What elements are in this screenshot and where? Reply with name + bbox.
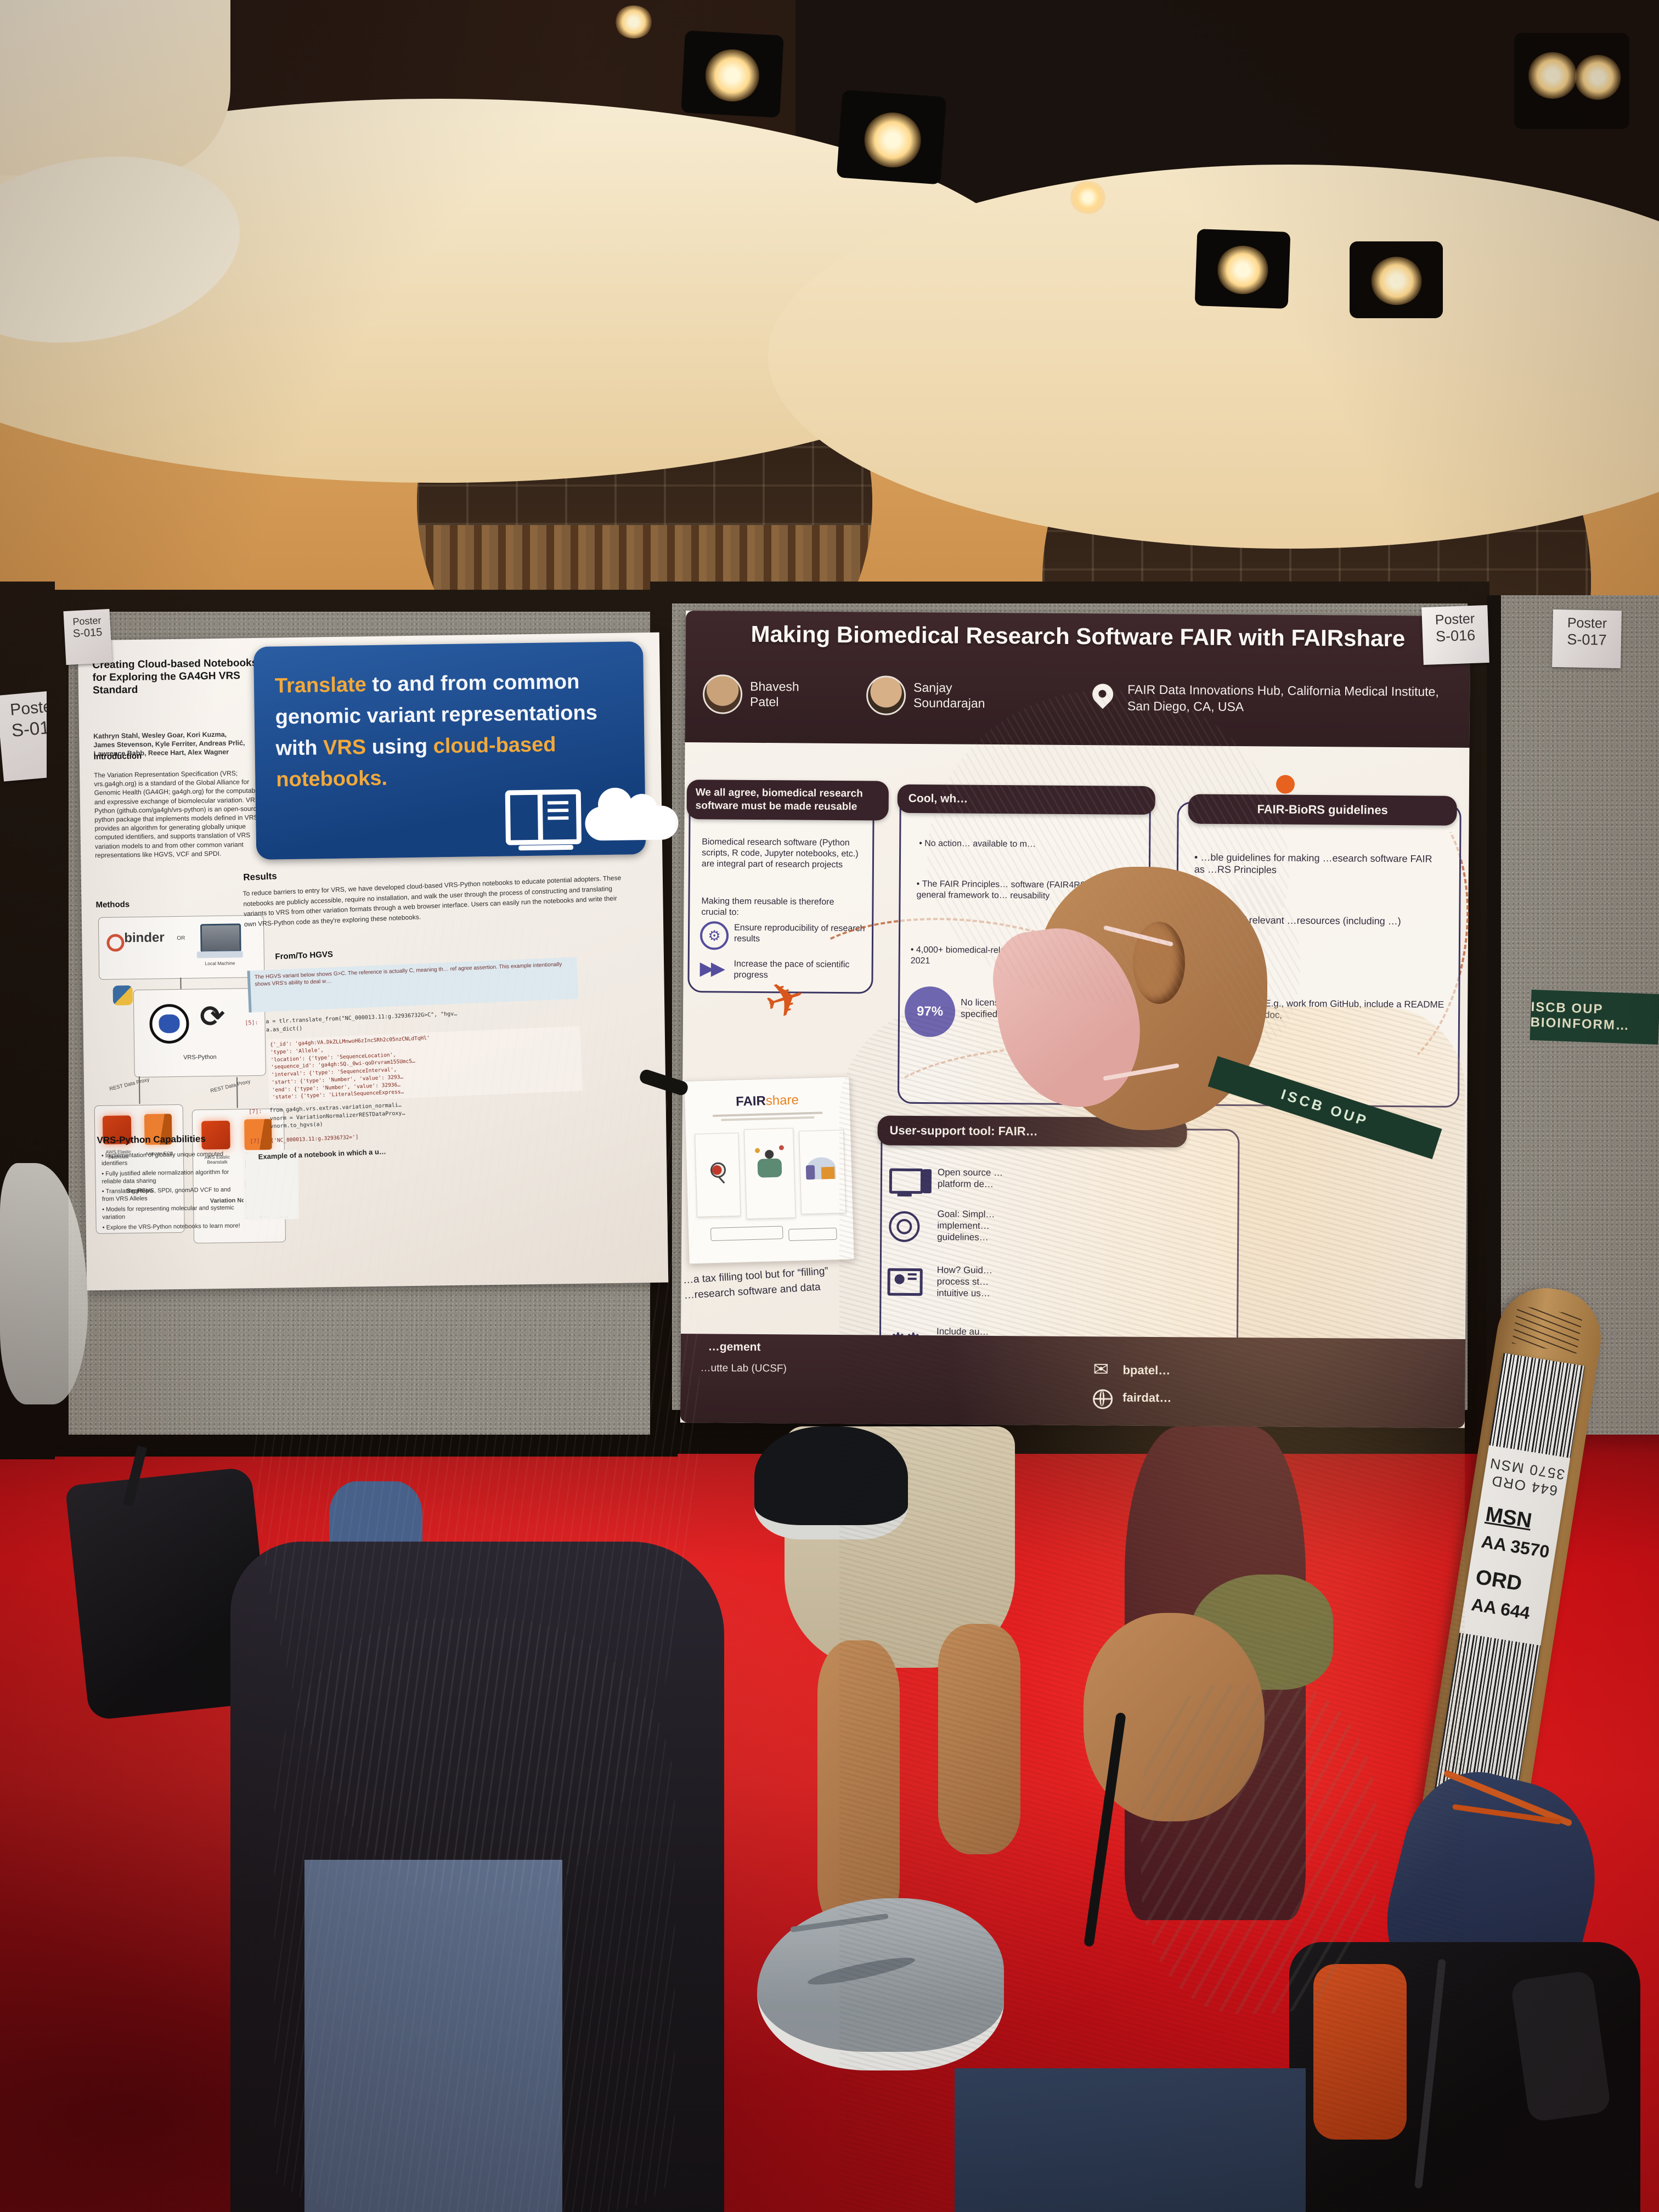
- downlight: [1070, 181, 1106, 214]
- cream-soffit-right: [768, 165, 1659, 549]
- ceiling-light-fixture: [681, 30, 784, 118]
- man-trousers: [955, 2068, 1306, 2212]
- ceiling-light-fixture: [1350, 241, 1443, 318]
- poster-tag-s016: Poster S-016: [1421, 605, 1489, 665]
- tax-tool-caption: …a tax filling tool but for “filling” …r…: [682, 1265, 829, 1301]
- man-hair: [927, 690, 1289, 1003]
- tag-number: S-016: [1435, 627, 1476, 645]
- reproducibility-cycle-icon: ⚙: [699, 921, 729, 950]
- bare-leg: [817, 1640, 900, 1937]
- app-button-1: [710, 1226, 783, 1242]
- app-card-2: [743, 1127, 796, 1220]
- author-name-2: Sanjay Soundarajan: [913, 680, 985, 710]
- black-backpack: [1289, 1942, 1640, 2212]
- author-name-1: Bhavesh Patel: [749, 679, 799, 709]
- fast-forward-icon: ▶▶: [699, 958, 723, 979]
- person-head: [765, 1149, 774, 1159]
- tag-label: Poster: [1567, 615, 1607, 631]
- ceiling-light-fixture: [1194, 229, 1291, 309]
- app-tagline-line: [721, 1116, 815, 1121]
- magnifier-illustration: [710, 1162, 726, 1178]
- app-card-1: [695, 1132, 741, 1217]
- tag-inverted-text: 644 ORD 3570 MSN: [1488, 1454, 1566, 1499]
- woman-hair-lower: [274, 1618, 675, 2212]
- ack-heading: …gement: [708, 1340, 761, 1354]
- cell7-out-label: [7]:: [250, 1138, 263, 1145]
- ceiling-light-fixture: [1514, 33, 1629, 129]
- person-body: [757, 1158, 782, 1178]
- black-sneaker: [754, 1426, 908, 1539]
- bare-leg: [938, 1624, 1020, 1854]
- backpack-orange-pocket: [1313, 1964, 1407, 2140]
- poster-tag-s015: Poster S-015: [63, 608, 112, 665]
- agree-para1: Biomedical research software (Python scr…: [701, 837, 859, 870]
- white-plastic-bag: [1141, 1684, 1377, 2013]
- tag-dest2: ORD: [1474, 1565, 1523, 1596]
- author-avatar-2: [866, 675, 906, 715]
- route-dot: [1276, 775, 1295, 794]
- cream-corner: [0, 0, 230, 176]
- results-heading: Results: [242, 871, 278, 883]
- fairshare-app-screenshot: FAIRshare: [684, 1076, 855, 1265]
- tag-flight2: AA 644: [1470, 1594, 1532, 1623]
- man-sweater: [839, 1007, 1465, 2212]
- man-hair-nape: [1218, 878, 1300, 1042]
- tag-dest1: MSN: [1484, 1503, 1533, 1533]
- ack-lab: …utte Lab (UCSF): [700, 1362, 787, 1375]
- grey-nike-sneaker: [757, 1898, 1004, 2070]
- fromto-heading: From/To HGVS: [275, 950, 334, 962]
- agree-para2: Making them reusable is therefore crucia…: [701, 896, 834, 917]
- app-button-2: [788, 1227, 837, 1242]
- woman-hair: [250, 916, 699, 1893]
- tag-label: Poster: [1435, 611, 1475, 628]
- handwritten-address: [1511, 1305, 1583, 1354]
- downlight: [614, 5, 653, 38]
- poster-tag-s017: Poster S-017: [1552, 609, 1622, 669]
- right-poster-title: Making Biomedical Research Software FAIR…: [751, 620, 1406, 652]
- tag-flight1: AA 3570: [1480, 1531, 1551, 1562]
- woman-jeans: [304, 1860, 562, 2212]
- agree-box-header: We all agree, biomedical research softwa…: [686, 780, 889, 821]
- barcode: [1489, 1353, 1585, 1458]
- tag-number: S-015: [72, 626, 103, 640]
- tag-number: S-017: [1567, 631, 1607, 648]
- iscb-sign: ISCB OUP BIOINFORM…: [1530, 989, 1659, 1045]
- cell7-label: [7]:: [249, 1108, 262, 1115]
- fairshare-logo: FAIRshare: [735, 1092, 799, 1109]
- cell5-label: [5]:: [245, 1019, 258, 1026]
- backpack-strap: [1510, 1970, 1612, 2123]
- author-avatar-1: [702, 674, 743, 714]
- ceiling-light-fixture: [836, 89, 947, 185]
